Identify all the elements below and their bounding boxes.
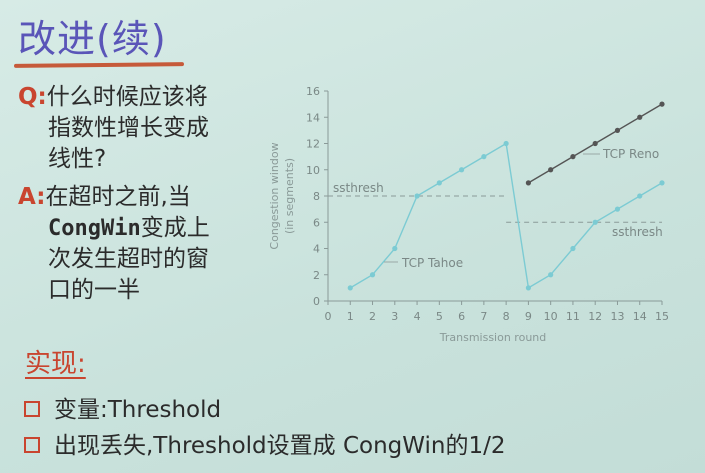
reno-point bbox=[548, 167, 554, 173]
y-tick-label: 12 bbox=[306, 138, 320, 151]
bullet-1-text: 变量:Threshold bbox=[54, 397, 222, 423]
tahoe-point bbox=[459, 167, 465, 173]
a-line-2-rest: 变成上 bbox=[140, 215, 210, 241]
x-tick-label: 5 bbox=[436, 310, 443, 323]
tahoe-point bbox=[436, 180, 442, 186]
bullet-1: 变量:Threshold bbox=[24, 390, 221, 424]
x-tick-label: 12 bbox=[588, 310, 602, 323]
x-tick-label: 4 bbox=[414, 310, 421, 323]
x-tick-label: 13 bbox=[610, 310, 624, 323]
x-tick-label: 11 bbox=[566, 310, 580, 323]
x-axis-label: Transmission round bbox=[439, 331, 547, 344]
q-mark: Q: bbox=[18, 84, 47, 110]
page-title: 改进(续) bbox=[18, 17, 167, 61]
x-tick-label: 15 bbox=[655, 310, 669, 323]
x-tick-label: 2 bbox=[369, 310, 376, 323]
y-tick-label: 4 bbox=[313, 243, 320, 256]
q-line-1: 什么时候应该将 bbox=[46, 84, 208, 110]
tahoe-point bbox=[659, 180, 665, 186]
ssthresh-label-1: ssthresh bbox=[333, 181, 384, 195]
tahoe-point bbox=[548, 272, 554, 278]
tahoe-point bbox=[592, 219, 598, 225]
answer-block: A:在超时之前,当 CongWin变成上 次发生超时的窗 口的一半 bbox=[18, 182, 210, 306]
chart-series bbox=[347, 101, 665, 291]
reno-point bbox=[659, 101, 665, 107]
y-tick-label: 14 bbox=[306, 111, 320, 124]
reno-point bbox=[637, 114, 643, 120]
x-tick-label: 1 bbox=[347, 310, 354, 323]
x-tick-label: 6 bbox=[458, 310, 465, 323]
tahoe-point bbox=[414, 193, 420, 199]
y-tick-label: 2 bbox=[313, 269, 320, 282]
chart-thresholds bbox=[328, 195, 662, 223]
y-tick-label: 8 bbox=[313, 190, 320, 203]
reno-point bbox=[614, 127, 621, 133]
tahoe-point bbox=[503, 140, 509, 147]
y-axis-label-line-1: Congestion window bbox=[268, 142, 281, 249]
tahoe-point bbox=[392, 245, 398, 252]
tahoe-point bbox=[637, 193, 643, 199]
x-tick-label: 14 bbox=[633, 310, 647, 323]
question-block: Q:什么时候应该将 指数性增长变成 线性? bbox=[18, 82, 209, 175]
x-tick-label: 7 bbox=[480, 310, 487, 323]
tahoe-point bbox=[525, 285, 532, 291]
y-tick-label: 10 bbox=[306, 164, 320, 177]
x-tick-label: 3 bbox=[391, 310, 398, 323]
y-axis-label-line-2: (in segments) bbox=[283, 158, 296, 234]
tahoe-point bbox=[570, 245, 576, 252]
tahoe-point bbox=[481, 154, 487, 160]
tahoe-series-label: TCP Tahoe bbox=[401, 256, 463, 270]
y-tick-label: 6 bbox=[313, 216, 320, 229]
a-line-1: 在超时之前,当 bbox=[45, 184, 191, 210]
checkbox-bullet-icon bbox=[24, 400, 40, 417]
q-line-3: 线性? bbox=[48, 146, 107, 172]
tahoe-point bbox=[614, 206, 621, 212]
bullet-2-text: 出现丢失,Threshold设置成 CongWin的1/2 bbox=[54, 433, 506, 459]
a-line-4: 口的一半 bbox=[48, 277, 140, 303]
x-tick-label: 8 bbox=[503, 310, 510, 323]
q-line-2: 指数性增长变成 bbox=[48, 115, 209, 141]
a-line-3: 次发生超时的窗 bbox=[48, 246, 209, 272]
y-tick-label: 0 bbox=[313, 295, 320, 308]
impl-heading: 实现: bbox=[25, 349, 86, 379]
x-tick-label: 10 bbox=[544, 310, 558, 323]
reno-point bbox=[525, 180, 532, 186]
tahoe-point bbox=[369, 272, 376, 278]
reno-point bbox=[592, 140, 598, 147]
bullet-2: 出现丢失,Threshold设置成 CongWin的1/2 bbox=[24, 426, 506, 460]
x-tick-label: 0 bbox=[325, 310, 332, 323]
tahoe-point bbox=[347, 285, 353, 291]
tahoe-line bbox=[349, 142, 663, 290]
congwin-code: CongWin bbox=[48, 216, 141, 241]
reno-series-label: TCP Reno bbox=[602, 147, 659, 161]
a-mark: A: bbox=[18, 184, 46, 210]
checkbox-bullet-icon bbox=[24, 436, 40, 453]
reno-point bbox=[570, 154, 576, 160]
x-tick-label: 9 bbox=[525, 310, 532, 323]
chart-labels: Transmission round Congestion window (in… bbox=[268, 142, 663, 344]
ssthresh-label-2: ssthresh bbox=[612, 225, 663, 239]
y-tick-label: 16 bbox=[306, 85, 320, 98]
